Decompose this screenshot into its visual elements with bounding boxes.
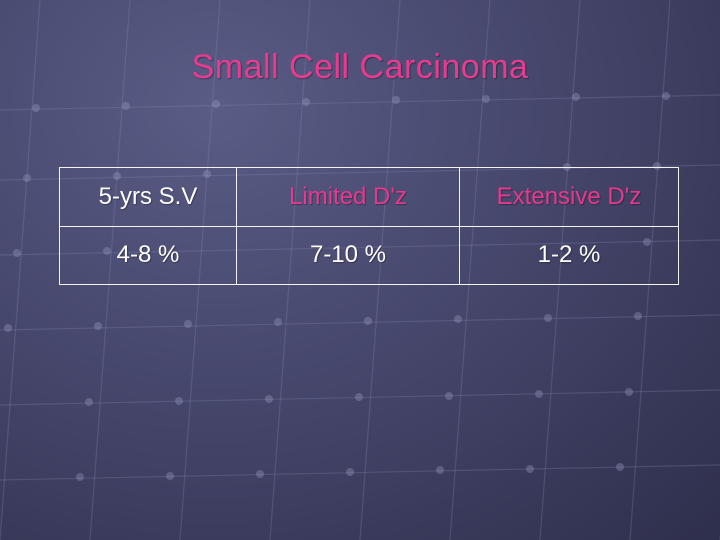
slide-title: Small Cell Carcinoma [191, 48, 529, 86]
cell-overall-rate: 4-8 % [59, 225, 237, 285]
cell-extensive-rate: 1-2 % [459, 225, 679, 285]
survival-table-container: 5-yrs S.V Limited D'z Extensive D'z 4-8 … [59, 167, 679, 285]
header-cell-survival: 5-yrs S.V [59, 167, 237, 227]
survival-table: 5-yrs S.V Limited D'z Extensive D'z 4-8 … [59, 167, 679, 285]
header-cell-extensive: Extensive D'z [459, 167, 679, 227]
table-header-row: 5-yrs S.V Limited D'z Extensive D'z [59, 167, 679, 227]
cell-limited-rate: 7-10 % [236, 225, 460, 285]
table-row: 4-8 % 7-10 % 1-2 % [59, 225, 679, 285]
header-cell-limited: Limited D'z [236, 167, 460, 227]
